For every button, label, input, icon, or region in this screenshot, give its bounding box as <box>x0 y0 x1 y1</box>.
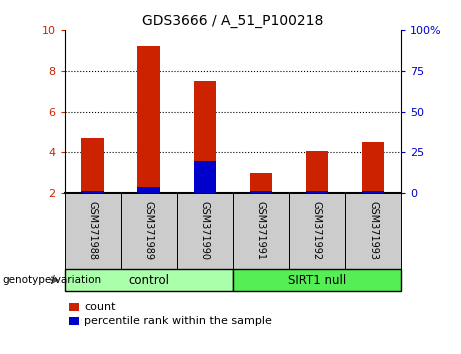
Bar <box>306 191 328 193</box>
Bar <box>82 191 104 193</box>
Text: GSM371988: GSM371988 <box>88 201 98 261</box>
Bar <box>137 187 160 193</box>
Text: GSM371992: GSM371992 <box>312 201 322 261</box>
Text: GSM371991: GSM371991 <box>256 201 266 261</box>
Bar <box>194 161 216 193</box>
Bar <box>194 81 216 193</box>
Title: GDS3666 / A_51_P100218: GDS3666 / A_51_P100218 <box>142 14 324 28</box>
Bar <box>362 142 384 193</box>
Text: control: control <box>128 274 169 286</box>
Bar <box>82 138 104 193</box>
Text: SIRT1 null: SIRT1 null <box>288 274 346 286</box>
Bar <box>250 191 272 193</box>
Text: GSM371993: GSM371993 <box>368 201 378 261</box>
Text: percentile rank within the sample: percentile rank within the sample <box>84 316 272 326</box>
Bar <box>250 172 272 193</box>
Bar <box>362 191 384 193</box>
Text: count: count <box>84 302 115 312</box>
Bar <box>306 151 328 193</box>
Text: genotype/variation: genotype/variation <box>2 275 101 285</box>
Text: GSM371989: GSM371989 <box>144 201 154 261</box>
Text: GSM371990: GSM371990 <box>200 201 210 261</box>
Bar <box>137 46 160 193</box>
